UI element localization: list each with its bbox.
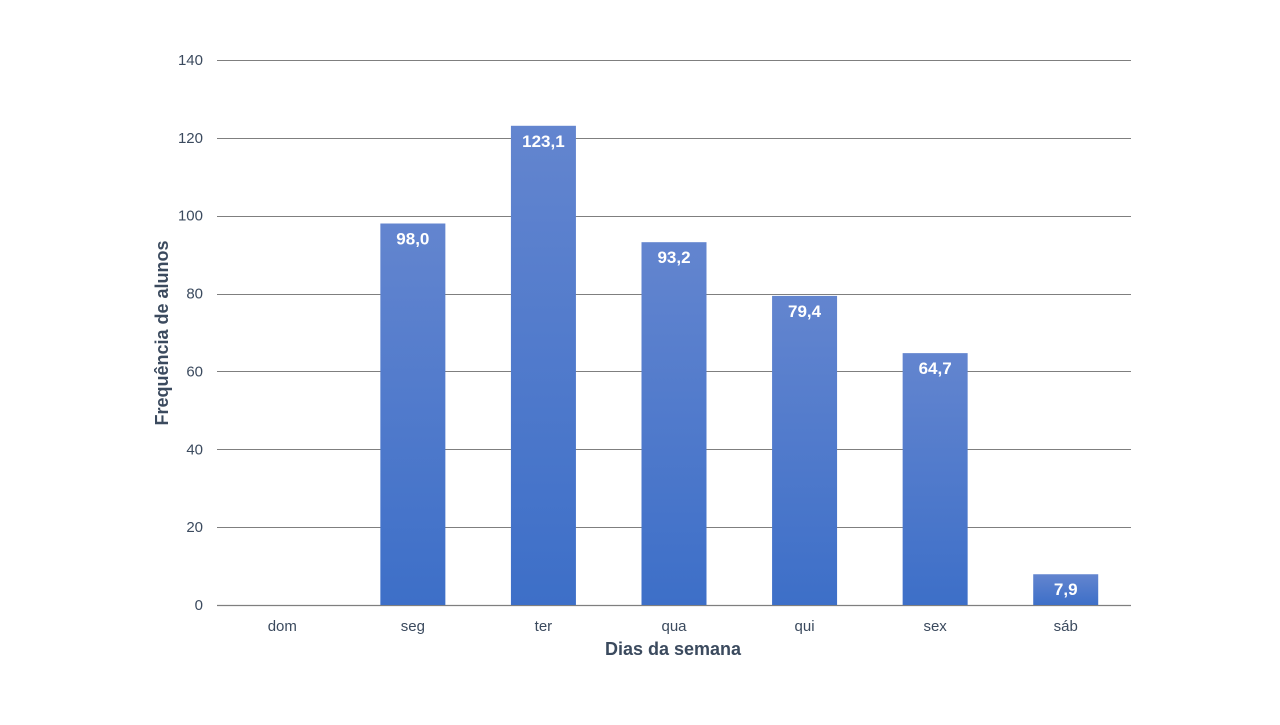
y-tick-label: 0: [195, 597, 203, 614]
bar-sáb: [1033, 574, 1099, 605]
data-label-qui: 79,4: [788, 302, 822, 321]
y-axis-title: Frequência de alunos: [152, 240, 172, 425]
bar-qui: [772, 295, 838, 605]
y-tick-label: 20: [186, 519, 203, 536]
bar-ter: [510, 125, 576, 606]
bar-sex: [902, 353, 968, 605]
bar-seg: [380, 223, 446, 605]
bar-qua: [641, 242, 707, 605]
data-label-ter: 123,1: [522, 132, 565, 151]
x-tick-label-qui: qui: [795, 618, 815, 635]
y-tick-label: 120: [178, 130, 203, 147]
x-tick-label-sáb: sáb: [1054, 618, 1078, 635]
x-axis-title: Dias da semana: [605, 639, 742, 659]
x-tick-label-seg: seg: [401, 618, 425, 635]
data-label-seg: 98,0: [396, 230, 429, 249]
y-axis-ticks: 0 20 40 60 80 100 120 140: [178, 52, 203, 614]
bars: [380, 125, 1099, 606]
data-label-sáb: 7,9: [1054, 580, 1078, 599]
y-tick-label: 60: [186, 363, 203, 380]
y-tick-label: 100: [178, 208, 203, 225]
data-label-qua: 93,2: [657, 248, 690, 267]
x-axis-ticks: dom seg ter qua qui sex sáb: [268, 618, 1078, 635]
x-tick-label-ter: ter: [535, 618, 553, 635]
x-tick-label-qua: qua: [661, 618, 687, 635]
x-tick-label-sex: sex: [923, 618, 947, 635]
y-tick-label: 80: [186, 286, 203, 303]
y-tick-label: 140: [178, 52, 203, 69]
data-labels: 98,0 123,1 93,2 79,4 64,7 7,9: [396, 132, 1077, 599]
x-tick-label-dom: dom: [268, 618, 297, 635]
y-tick-label: 40: [186, 441, 203, 458]
data-label-sex: 64,7: [919, 359, 952, 378]
